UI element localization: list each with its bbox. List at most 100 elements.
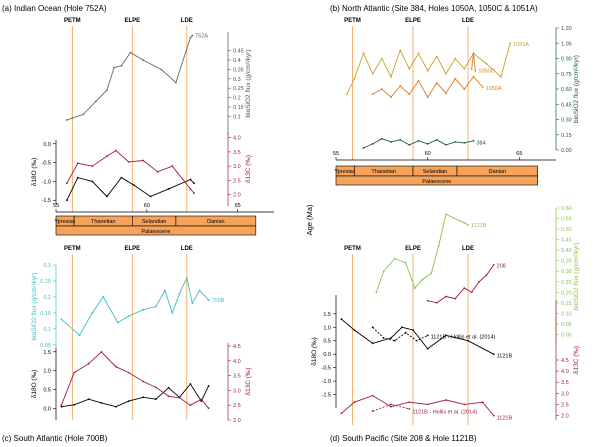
data-point: [142, 59, 145, 61]
series-line-4: [341, 395, 495, 416]
data-point: [127, 315, 130, 317]
data-point: [435, 301, 438, 304]
y-tick-label: 0.45: [233, 49, 244, 55]
data-point: [142, 159, 145, 162]
data-point: [445, 144, 447, 146]
data-point: [142, 308, 145, 311]
data-point: [149, 195, 152, 198]
data-point: [191, 34, 194, 37]
y-tick-label: 0.30: [561, 118, 572, 124]
data-point: [380, 57, 383, 60]
y-tick-label: 3.0: [233, 388, 241, 394]
data-point: [73, 371, 76, 374]
series-line-1: [372, 76, 484, 98]
data-point: [191, 302, 194, 305]
data-point: [408, 144, 411, 146]
age-axis-label: Age (Ma): [305, 204, 314, 235]
data-point: [472, 139, 475, 142]
epoch-label: Thanetian: [371, 169, 395, 175]
data-point: [71, 117, 74, 119]
data-point: [66, 199, 68, 202]
data-point: [91, 180, 94, 183]
period-label: Palaeocene: [422, 179, 451, 185]
series-label: 1121B - Hollis et al. (2014): [431, 334, 496, 340]
data-point: [76, 162, 79, 165]
y-tick-label: 1.5: [323, 312, 331, 318]
y-tick-label: 1.0: [323, 325, 331, 331]
y-tick-label: 0.90: [561, 57, 572, 63]
x-tick-label: 55: [333, 151, 339, 157]
period-label: Palaeocene: [141, 229, 170, 235]
data-point: [463, 142, 466, 144]
y-tick-label: -0.5: [42, 161, 51, 167]
data-point: [445, 334, 447, 337]
x-tick-label: 65: [235, 203, 241, 209]
y-tick-label: -1.0: [322, 379, 331, 385]
y-tick-label: 1.20: [561, 26, 572, 32]
data-point: [155, 305, 157, 308]
series-label: 1121B: [497, 416, 513, 422]
data-point: [382, 270, 385, 273]
panel-title: (a) Indian Ocean (Hole 752A): [2, 4, 107, 13]
data-point: [115, 365, 117, 368]
y-tick-label: 0.15: [233, 105, 244, 111]
y-tick-label: 1.05: [561, 41, 572, 47]
data-point: [207, 385, 210, 387]
data-point: [463, 221, 466, 224]
data-point: [362, 147, 365, 149]
event-label-lde: LDE: [181, 246, 193, 252]
data-point: [167, 188, 170, 190]
data-point: [390, 96, 392, 98]
data-point: [200, 400, 203, 402]
data-point: [467, 224, 469, 226]
y-tick-label: 0.45: [561, 238, 572, 244]
data-point: [472, 52, 475, 55]
data-point: [412, 329, 414, 331]
series-line-0: [375, 213, 469, 293]
data-point: [435, 82, 438, 84]
data-point: [160, 68, 163, 71]
y-tick-label: 0.50: [561, 227, 572, 233]
epoch-label: Ypresian: [335, 169, 356, 175]
data-point: [463, 403, 466, 406]
data-point: [445, 92, 447, 94]
data-point: [437, 245, 440, 247]
data-point: [426, 299, 429, 302]
data-point: [382, 337, 385, 339]
y-tick-label: 0.55: [561, 217, 572, 223]
series-label: 1050A: [486, 86, 502, 92]
panel-title: (d) South Pacific (Site 208 & Hole 1121B…: [330, 434, 477, 443]
panel-title: (b) North Atlantic (Site 384, Holes 1050…: [330, 4, 538, 13]
y-tick-label: 0.30: [561, 269, 572, 275]
data-point: [189, 188, 192, 190]
data-point: [207, 299, 210, 301]
y-axis-label: bioSiO2 flux (g/cm²/kyr): [245, 50, 252, 118]
data-point: [120, 176, 123, 179]
data-point: [167, 395, 170, 398]
data-point: [492, 353, 495, 356]
data-point: [390, 403, 392, 406]
data-point: [454, 57, 457, 60]
y-tick-label: 0.35: [561, 259, 572, 265]
data-point: [463, 88, 466, 90]
panel-d: (d) South Pacific (Site 208 & Hole 1121B…: [311, 206, 580, 443]
data-point: [127, 161, 130, 163]
y-tick-label: 2.5: [233, 178, 241, 184]
data-point: [500, 75, 502, 78]
data-point: [142, 396, 145, 399]
data-point: [171, 312, 174, 314]
data-point: [60, 405, 63, 408]
data-point: [346, 93, 348, 95]
y-tick-label: 0.60: [561, 206, 572, 212]
data-point: [167, 386, 170, 389]
data-point: [120, 64, 123, 67]
data-point: [200, 398, 203, 401]
data-point: [393, 339, 396, 342]
data-point: [100, 351, 103, 353]
data-point: [207, 407, 210, 410]
y-tick-label: 0.0: [323, 352, 331, 358]
y-tick-label: 0.25: [40, 279, 51, 285]
stratigraphy-bar-right: Ypresian Thanetian Selandian Danian Palaeoce…: [333, 151, 556, 186]
data-point: [60, 318, 63, 321]
y-tick-label: 4.5: [561, 358, 569, 364]
